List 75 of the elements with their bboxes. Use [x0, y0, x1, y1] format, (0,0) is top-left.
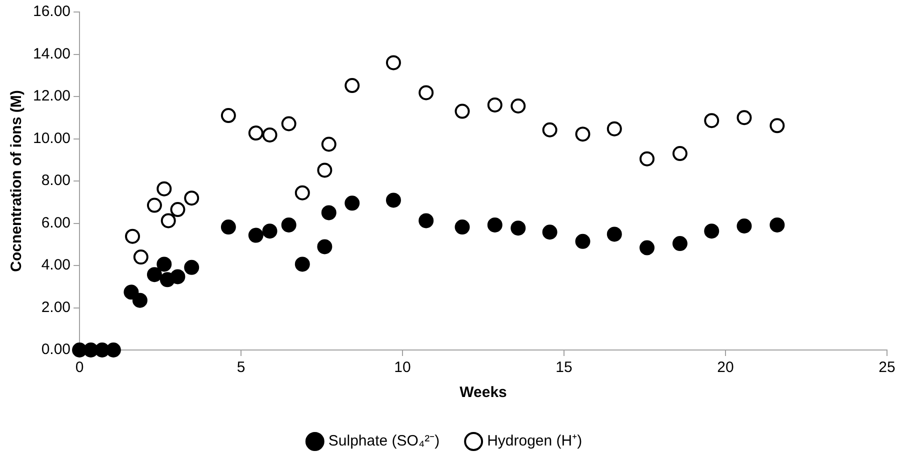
- point: [542, 224, 558, 240]
- x-tick-label: 0: [75, 359, 84, 376]
- y-tick-label: 14.00: [32, 45, 71, 62]
- point: [170, 269, 186, 284]
- y-axis-title: Cocnentration of ions (M): [8, 90, 26, 272]
- point: [487, 217, 502, 232]
- point: [454, 220, 470, 235]
- point: [294, 185, 310, 200]
- point: [606, 226, 622, 242]
- point: [124, 284, 139, 300]
- point: [736, 218, 752, 234]
- point: [454, 104, 470, 119]
- point: [106, 342, 121, 358]
- point: [125, 228, 140, 244]
- point: [736, 110, 752, 126]
- legend-label: Sulphate (SO₄²⁻): [328, 432, 440, 450]
- point: [281, 116, 296, 132]
- point: [510, 98, 526, 114]
- point: [220, 220, 236, 235]
- point: [386, 192, 401, 208]
- point: [220, 108, 236, 124]
- point: [321, 205, 336, 220]
- y-tick-label: 12.00: [32, 88, 71, 105]
- point: [672, 146, 688, 162]
- point: [487, 97, 502, 112]
- y-tick-label: 6.00: [41, 214, 71, 232]
- point: [160, 213, 176, 228]
- point: [248, 228, 264, 243]
- legend-label: Hydrogen (H⁺): [487, 432, 582, 450]
- y-tick-label: 0.00: [41, 341, 71, 358]
- y-tick-label: 4.00: [41, 256, 71, 274]
- point: [133, 250, 148, 265]
- point: [640, 151, 655, 166]
- point: [510, 220, 526, 236]
- y-tick-label: 2.00: [41, 298, 71, 316]
- point: [770, 217, 785, 232]
- point: [156, 181, 172, 196]
- x-axis-title: Weeks: [460, 384, 507, 402]
- point: [542, 122, 558, 138]
- point: [386, 55, 401, 70]
- y-tick-label: 16.00: [32, 3, 71, 20]
- point: [262, 224, 278, 239]
- point: [640, 240, 655, 256]
- x-tick-label: 15: [556, 359, 572, 376]
- point: [281, 217, 296, 232]
- point: [575, 234, 590, 249]
- point: [704, 113, 720, 128]
- point: [321, 136, 336, 152]
- point: [146, 267, 162, 282]
- point: [156, 256, 172, 272]
- point: [132, 292, 148, 308]
- point: [575, 126, 590, 142]
- point: [294, 256, 310, 272]
- x-tick-label: 10: [394, 359, 411, 376]
- point: [184, 190, 200, 206]
- y-tick-label: 8.00: [41, 172, 71, 190]
- point: [672, 236, 688, 252]
- point: [248, 126, 264, 141]
- x-tick-label: 20: [717, 359, 734, 376]
- x-tick-label: 25: [878, 359, 896, 376]
- point: [704, 224, 720, 239]
- point: [317, 162, 332, 178]
- point: [418, 213, 434, 228]
- point: [606, 121, 622, 136]
- y-tick-label: 10.00: [32, 130, 71, 147]
- point: [146, 198, 162, 213]
- point: [317, 239, 332, 254]
- x-tick-label: 5: [236, 359, 246, 376]
- point: [344, 78, 360, 94]
- point: [262, 127, 278, 142]
- point: [170, 202, 186, 218]
- point: [770, 118, 785, 134]
- point: [344, 196, 360, 211]
- point: [184, 260, 200, 275]
- point: [418, 85, 434, 100]
